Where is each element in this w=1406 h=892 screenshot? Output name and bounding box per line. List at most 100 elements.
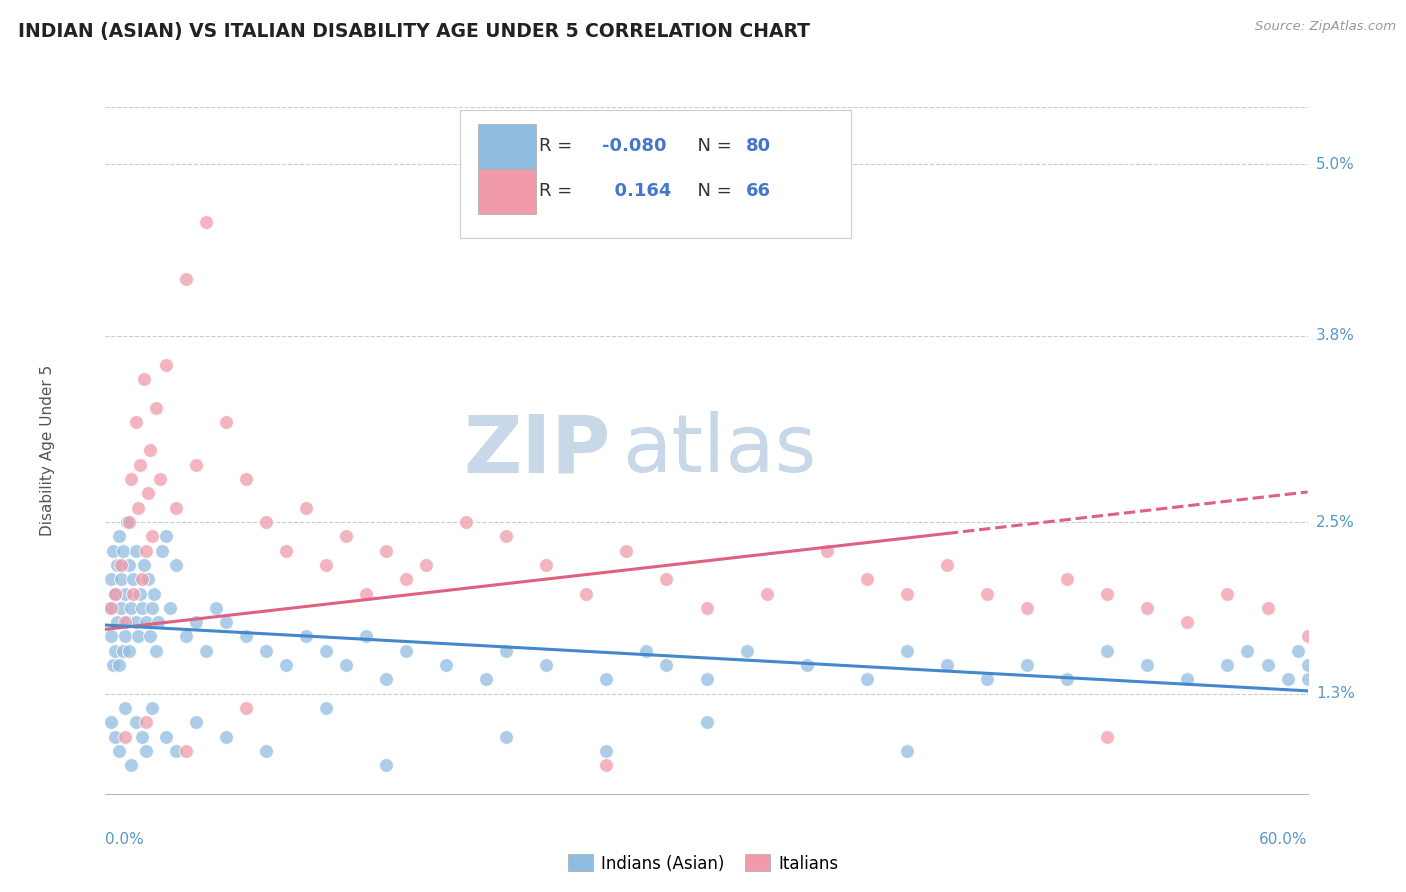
Point bbox=[136, 572, 159, 586]
Point bbox=[595, 744, 617, 758]
Text: 60.0%: 60.0% bbox=[1260, 831, 1308, 847]
Point bbox=[150, 543, 173, 558]
Point bbox=[128, 586, 150, 600]
Point bbox=[145, 401, 167, 415]
Point bbox=[165, 744, 187, 758]
Text: INDIAN (ASIAN) VS ITALIAN DISABILITY AGE UNDER 5 CORRELATION CHART: INDIAN (ASIAN) VS ITALIAN DISABILITY AGE… bbox=[18, 22, 810, 41]
Point bbox=[534, 658, 557, 673]
FancyBboxPatch shape bbox=[478, 169, 536, 213]
Text: N =: N = bbox=[686, 137, 738, 155]
Point bbox=[354, 630, 377, 644]
Point bbox=[135, 615, 157, 630]
Point bbox=[1136, 658, 1159, 673]
Point bbox=[138, 443, 160, 458]
Point bbox=[141, 600, 163, 615]
Text: -0.080: -0.080 bbox=[602, 137, 666, 155]
Point bbox=[194, 214, 217, 228]
Point bbox=[100, 572, 122, 586]
FancyBboxPatch shape bbox=[478, 124, 536, 169]
Text: R =: R = bbox=[540, 137, 578, 155]
Point bbox=[315, 558, 337, 572]
Point bbox=[128, 458, 150, 472]
Point bbox=[214, 730, 236, 744]
Point bbox=[174, 744, 197, 758]
Point bbox=[855, 572, 877, 586]
Point bbox=[114, 630, 136, 644]
Text: 0.0%: 0.0% bbox=[105, 831, 145, 847]
Point bbox=[254, 644, 277, 658]
Point bbox=[1136, 600, 1159, 615]
Point bbox=[174, 630, 197, 644]
Point bbox=[112, 644, 135, 658]
Point bbox=[110, 558, 132, 572]
Point bbox=[495, 529, 517, 543]
Point bbox=[1097, 644, 1119, 658]
Point bbox=[131, 572, 153, 586]
Point bbox=[184, 715, 207, 730]
Point bbox=[114, 701, 136, 715]
Point bbox=[141, 529, 163, 543]
Point bbox=[1277, 673, 1299, 687]
Point bbox=[896, 744, 918, 758]
Point bbox=[295, 630, 318, 644]
Text: 0.164: 0.164 bbox=[602, 182, 671, 200]
Point bbox=[595, 758, 617, 772]
Point bbox=[1216, 658, 1239, 673]
Point bbox=[374, 543, 396, 558]
Point bbox=[108, 529, 131, 543]
Point bbox=[132, 372, 155, 386]
Point bbox=[145, 644, 167, 658]
Point bbox=[415, 558, 437, 572]
Point bbox=[335, 529, 357, 543]
Point bbox=[98, 600, 121, 615]
Point bbox=[696, 600, 718, 615]
Point bbox=[138, 630, 160, 644]
Point bbox=[159, 600, 181, 615]
Point bbox=[1296, 658, 1319, 673]
Point bbox=[1175, 615, 1198, 630]
Point bbox=[475, 673, 498, 687]
Point bbox=[696, 673, 718, 687]
Point bbox=[235, 630, 257, 644]
Point bbox=[132, 558, 155, 572]
Point bbox=[274, 658, 297, 673]
Text: atlas: atlas bbox=[623, 411, 817, 490]
Point bbox=[976, 673, 998, 687]
Point bbox=[1097, 730, 1119, 744]
FancyBboxPatch shape bbox=[460, 111, 851, 237]
Point bbox=[204, 600, 226, 615]
Point bbox=[118, 558, 141, 572]
Point bbox=[374, 758, 396, 772]
Point bbox=[936, 558, 959, 572]
Point bbox=[655, 572, 678, 586]
Point bbox=[100, 715, 122, 730]
Point bbox=[335, 658, 357, 673]
Point bbox=[374, 673, 396, 687]
Point bbox=[104, 730, 127, 744]
Text: ZIP: ZIP bbox=[463, 411, 610, 490]
Point bbox=[104, 586, 127, 600]
Point bbox=[395, 572, 418, 586]
Point bbox=[110, 600, 132, 615]
Point bbox=[121, 472, 143, 486]
Point bbox=[121, 600, 143, 615]
Point bbox=[107, 615, 129, 630]
Point bbox=[896, 644, 918, 658]
Point bbox=[1015, 600, 1038, 615]
Point bbox=[184, 615, 207, 630]
Point bbox=[1257, 658, 1279, 673]
Point bbox=[636, 644, 658, 658]
Point bbox=[108, 744, 131, 758]
Point bbox=[735, 644, 758, 658]
Point bbox=[135, 715, 157, 730]
Point bbox=[117, 615, 139, 630]
Text: Disability Age Under 5: Disability Age Under 5 bbox=[41, 365, 55, 536]
Point bbox=[124, 715, 146, 730]
Text: N =: N = bbox=[686, 182, 738, 200]
Point bbox=[616, 543, 638, 558]
Point bbox=[148, 472, 170, 486]
Point bbox=[274, 543, 297, 558]
Point bbox=[696, 715, 718, 730]
Text: Source: ZipAtlas.com: Source: ZipAtlas.com bbox=[1256, 20, 1396, 33]
Point bbox=[235, 472, 257, 486]
